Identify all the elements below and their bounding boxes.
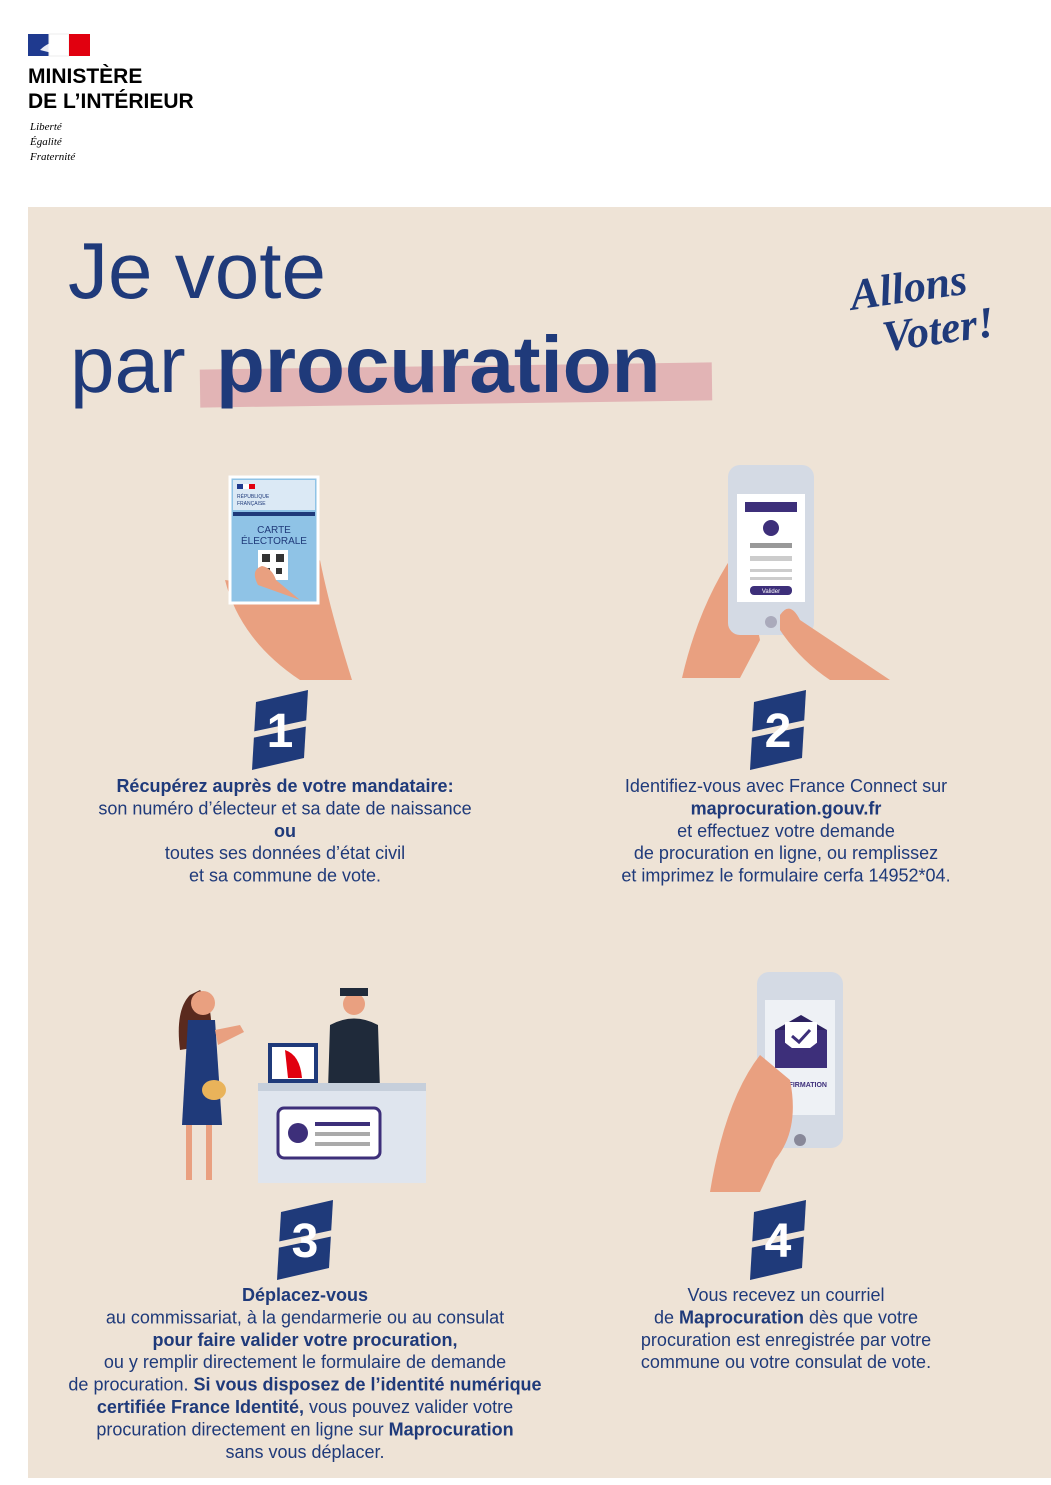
text-segment: Identifiez-vous avec France Connect sur bbox=[625, 776, 947, 796]
text-segment: certifiée France Identité, bbox=[97, 1397, 304, 1417]
text-segment: Si vous disposez de l’identité numérique bbox=[194, 1375, 542, 1395]
step-text-line: Déplacez-vous bbox=[242, 1285, 368, 1305]
badge-stripe bbox=[274, 1229, 335, 1249]
step-text-line: de Maprocuration dès que votre bbox=[654, 1307, 918, 1327]
step-text-line: ou bbox=[274, 821, 296, 841]
badge-stripe bbox=[249, 719, 310, 739]
step-number: 3 bbox=[292, 1215, 319, 1268]
step-text-line: pour faire valider votre procuration, bbox=[152, 1330, 457, 1350]
step-text-line: commune ou votre consulat de vote. bbox=[641, 1352, 931, 1372]
card-text: RÉPUBLIQUE bbox=[237, 493, 270, 500]
text-segment: ou bbox=[274, 821, 296, 841]
text-segment: vous pouvez valider votre bbox=[304, 1397, 513, 1417]
text-segment: et sa commune de vote. bbox=[189, 866, 381, 886]
step-text-line: ou y remplir directement le formulaire d… bbox=[104, 1352, 506, 1372]
step-text-line: sans vous déplacer. bbox=[225, 1442, 384, 1462]
title-line: par bbox=[70, 320, 186, 409]
card-text: ÉLECTORALE bbox=[241, 534, 307, 547]
text-segment: au commissariat, à la gendarmerie ou au … bbox=[106, 1307, 504, 1327]
text-segment: toutes ses données d’état civil bbox=[165, 843, 405, 863]
highlight bbox=[199, 362, 713, 408]
step-text-line: maprocuration.gouv.fr bbox=[691, 798, 882, 818]
step-text-line: Récupérez auprès de votre mandataire: bbox=[116, 776, 453, 796]
step-badge: 3 bbox=[274, 1200, 335, 1280]
step-text-line: procuration directement en ligne sur Map… bbox=[96, 1419, 513, 1439]
title-highlight: procuration bbox=[216, 320, 660, 409]
panel bbox=[28, 207, 1051, 1478]
counter-illustration bbox=[178, 988, 426, 1183]
confirmation-label: CONFIRMATION bbox=[773, 1082, 827, 1089]
step-number: 2 bbox=[765, 705, 792, 758]
text-segment: sans vous déplacer. bbox=[225, 1442, 384, 1462]
step-text-line: procuration est enregistrée par votre bbox=[641, 1330, 931, 1350]
button-label: Valider bbox=[762, 589, 780, 595]
text-segment: Maprocuration bbox=[389, 1419, 514, 1439]
step-text-line: toutes ses données d’état civil bbox=[165, 843, 405, 863]
step-badge: 4 bbox=[747, 1200, 808, 1280]
step-badge: 2 bbox=[747, 690, 808, 770]
text-segment: et imprimez le formulaire cerfa 14952*04… bbox=[621, 866, 950, 886]
ministry-name: MINISTÈRE bbox=[28, 65, 142, 88]
step-text-line: au commissariat, à la gendarmerie ou au … bbox=[106, 1307, 504, 1327]
text-segment: et effectuez votre demande bbox=[677, 821, 895, 841]
text-segment: maprocuration.gouv.fr bbox=[691, 798, 882, 818]
step-text-line: certifiée France Identité, vous pouvez v… bbox=[97, 1397, 513, 1417]
step-text-line: Vous recevez un courriel bbox=[687, 1285, 884, 1305]
step-text-line: Identifiez-vous avec France Connect sur bbox=[625, 776, 947, 796]
step-number: 4 bbox=[765, 1215, 792, 1268]
text-segment: commune ou votre consulat de vote. bbox=[641, 1352, 931, 1372]
card-text: CARTE bbox=[257, 525, 291, 536]
text-segment: Vous recevez un courriel bbox=[687, 1285, 884, 1305]
text-segment: dès que votre bbox=[804, 1307, 918, 1327]
motto: Liberté bbox=[29, 121, 63, 133]
step-text-line: et sa commune de vote. bbox=[189, 866, 381, 886]
step-text-line: de procuration en ligne, ou remplissez bbox=[634, 843, 938, 863]
text-segment: de procuration en ligne, ou remplissez bbox=[634, 843, 938, 863]
title-line: Je vote bbox=[68, 226, 326, 315]
confirmation-illustration: CONFIRMATION bbox=[710, 972, 843, 1192]
text-segment: Maprocuration bbox=[679, 1307, 804, 1327]
step-text-line: et effectuez votre demande bbox=[677, 821, 895, 841]
step-text-line: son numéro d’électeur et sa date de nais… bbox=[98, 798, 471, 818]
text-segment: procuration directement en ligne sur bbox=[96, 1419, 388, 1439]
text-segment: Déplacez-vous bbox=[242, 1285, 368, 1305]
phone-illustration: Valider bbox=[682, 465, 890, 680]
motto: Égalité bbox=[29, 136, 63, 148]
badge-stripe bbox=[747, 1229, 808, 1249]
step-text-line: de procuration. Si vous disposez de l’id… bbox=[68, 1375, 541, 1395]
logo bbox=[28, 33, 90, 57]
badge-stripe bbox=[747, 719, 808, 739]
card-text: FRANÇAISE bbox=[237, 501, 266, 507]
text-segment: de procuration. bbox=[68, 1375, 193, 1395]
motto: Fraternité bbox=[29, 151, 76, 163]
step-badge: 1 bbox=[249, 690, 310, 770]
card-illustration: RÉPUBLIQUE FRANÇAISE CARTE ÉLECTORALE bbox=[225, 475, 352, 680]
text-segment: pour faire valider votre procuration, bbox=[152, 1330, 457, 1350]
text-segment: Récupérez auprès de votre mandataire: bbox=[116, 776, 453, 796]
text-segment: procuration est enregistrée par votre bbox=[641, 1330, 931, 1350]
text-segment: ou y remplir directement le formulaire d… bbox=[104, 1352, 506, 1372]
text-segment: de bbox=[654, 1307, 679, 1327]
ministry-name: DE L’INTÉRIEUR bbox=[28, 90, 194, 113]
step-text-line: et imprimez le formulaire cerfa 14952*04… bbox=[621, 866, 950, 886]
step-number: 1 bbox=[267, 705, 294, 758]
text-segment: son numéro d’électeur et sa date de nais… bbox=[98, 798, 471, 818]
